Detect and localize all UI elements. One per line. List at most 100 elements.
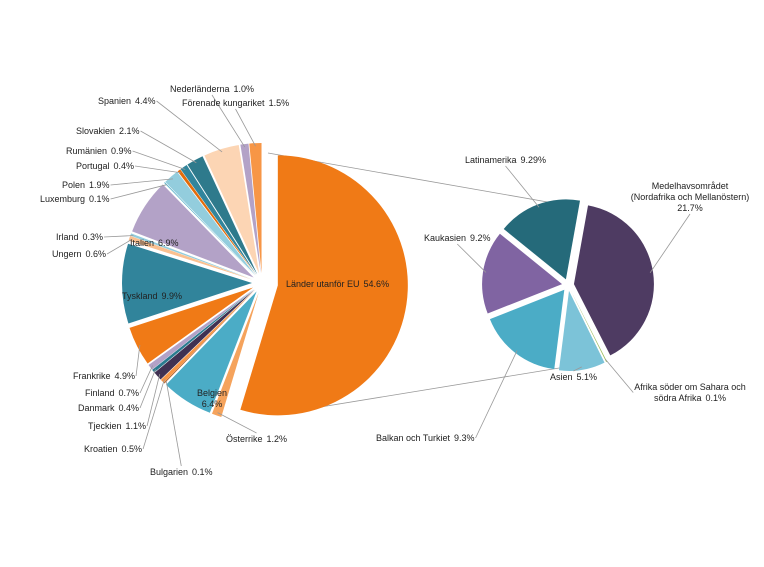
label-value: 2.1% — [119, 126, 140, 136]
data-label: Länder utanför EU 54.6% — [286, 279, 389, 289]
label-value: 0.1% — [192, 467, 213, 477]
data-label: Nederländerna 1.0% — [170, 84, 254, 94]
leader-line — [217, 412, 257, 434]
leader-line — [156, 100, 223, 153]
label-name: Belgien — [197, 388, 227, 398]
pie-slice — [129, 287, 254, 364]
leader-line — [573, 366, 582, 372]
label-value: 4.4% — [135, 96, 156, 106]
label-value: 0.9% — [111, 146, 132, 156]
label-value: 9.2% — [470, 233, 491, 243]
label-name: Kaukasien — [424, 233, 466, 243]
leader-line — [110, 178, 173, 186]
label-value: 21.7% — [677, 203, 703, 213]
pie-slice — [163, 290, 256, 384]
leader-line — [456, 243, 487, 273]
data-label: Tjeckien 1.1% — [88, 421, 146, 431]
leader-line — [140, 130, 197, 164]
pie-slice — [154, 289, 255, 380]
pie-slice — [570, 290, 608, 363]
leader-line — [134, 165, 181, 174]
data-label: Spanien 4.4% — [98, 96, 156, 106]
data-label: Belgien 6.4% — [197, 388, 227, 409]
pie-slice — [148, 289, 255, 370]
label-name: södra Afrika — [654, 393, 702, 403]
pie-slice — [482, 233, 563, 314]
pie-slice — [489, 289, 565, 370]
label-value: 0.4% — [114, 161, 135, 171]
pie-slice — [249, 143, 262, 274]
data-label: Balkan och Turkiet 9.3% — [376, 433, 475, 443]
leader-line — [505, 165, 540, 208]
label-name: Asien — [550, 372, 573, 382]
pie-slice — [152, 289, 255, 373]
label-name: (Nordafrika och Mellanöstern) — [631, 192, 750, 202]
label-value: 9.3% — [454, 433, 475, 443]
leader-line — [475, 350, 518, 439]
pie-slice — [164, 182, 256, 276]
data-label: Frankrike 4.9% — [73, 371, 135, 381]
label-name: Bulgarien — [150, 467, 188, 477]
data-label: Afrika söder om Sahara och södra Afrika 0.… — [634, 382, 746, 403]
label-name: Nederländerna — [170, 84, 230, 94]
label-value: 0.3% — [83, 232, 104, 242]
data-label: Danmark 0.4% — [78, 403, 139, 413]
label-name: Ungern — [52, 249, 82, 259]
label-value: 6.9% — [158, 238, 179, 248]
data-label: Rumänien 0.9% — [66, 146, 132, 156]
leader-line — [142, 379, 165, 450]
pie-slice — [177, 169, 257, 275]
label-value: 0.4% — [119, 403, 140, 413]
data-label: Italien 6.9% — [130, 238, 179, 248]
label-name: Slovakien — [76, 126, 115, 136]
leader-line — [132, 150, 186, 170]
label-value: 1.2% — [267, 434, 288, 444]
label-name: Spanien — [98, 96, 131, 106]
label-name: Rumänien — [66, 146, 107, 156]
leader-line — [139, 365, 153, 394]
leader-line — [110, 184, 167, 200]
pie-slice — [503, 199, 581, 280]
data-label: Medelhavsområdet (Nordafrika och Mellanös… — [631, 181, 750, 213]
leader-line — [165, 380, 182, 467]
data-label: Slovakien 2.1% — [76, 126, 140, 136]
data-label: Österrike 1.2% — [226, 434, 287, 444]
label-name: Italien — [130, 238, 154, 248]
label-name: Finland — [85, 388, 115, 398]
label-value: 0.1% — [89, 194, 110, 204]
pie-slice — [130, 233, 253, 280]
pie-slice — [240, 155, 408, 416]
data-label: Förenade kungariket 1.5% — [182, 98, 289, 108]
label-value: 1.0% — [234, 84, 255, 94]
pie-slice — [128, 235, 253, 280]
connector-line — [289, 361, 597, 413]
leader-line — [146, 374, 161, 427]
leader-line — [135, 345, 141, 377]
label-value: 1.1% — [126, 421, 147, 431]
data-label: Irland 0.3% — [56, 232, 103, 242]
label-name: Österrike — [226, 434, 263, 444]
label-value: 0.6% — [86, 249, 107, 259]
pie-slice — [573, 205, 654, 356]
label-value: 9.29% — [521, 155, 547, 165]
pie-slice — [240, 143, 261, 274]
pie-slice — [160, 290, 255, 383]
data-label: Kaukasien 9.2% — [424, 233, 491, 243]
leader-line — [235, 108, 256, 147]
leader-line — [604, 358, 634, 393]
label-name: Danmark — [78, 403, 115, 413]
label-name: Medelhavsområdet — [652, 181, 729, 191]
pie-slice — [122, 243, 253, 324]
label-value: 1.5% — [269, 98, 290, 108]
leader-line — [139, 369, 156, 409]
leader-line — [104, 235, 134, 238]
pie-slice — [165, 171, 256, 276]
label-name: Länder utanför EU — [286, 279, 360, 289]
data-label: Finland 0.7% — [85, 388, 139, 398]
label-value: 5.1% — [577, 372, 598, 382]
label-name: Kroatien — [84, 444, 118, 454]
data-label: Bulgarien 0.1% — [150, 467, 213, 477]
leader-line — [106, 238, 133, 255]
pie-slice — [180, 164, 257, 275]
data-label: Ungern 0.6% — [52, 249, 106, 259]
